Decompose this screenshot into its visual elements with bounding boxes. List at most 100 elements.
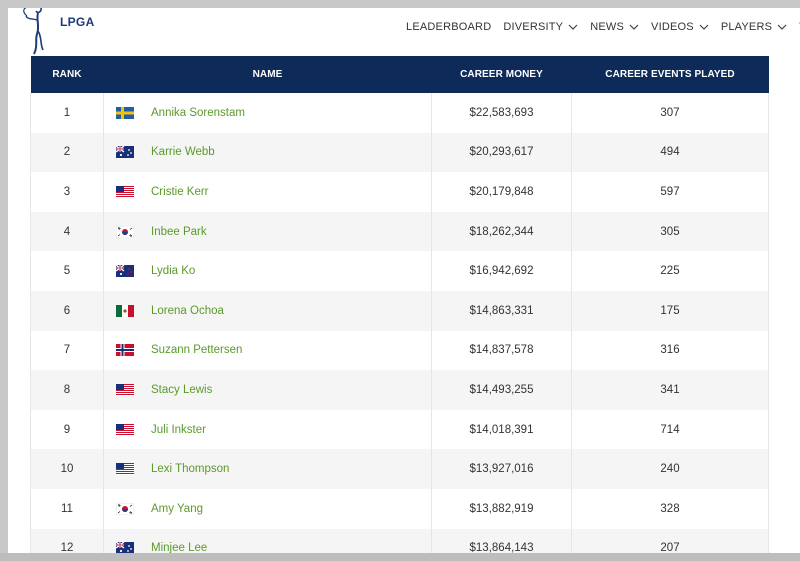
chevron-down-icon — [568, 24, 578, 30]
rank-cell: 4 — [30, 211, 104, 252]
career-events-cell: 328 — [571, 488, 769, 529]
career-money-cell: $14,493,255 — [431, 370, 572, 410]
table-row: 5 Lydia Ko $16,942,692 225 — [30, 251, 769, 291]
golfer-silhouette-icon — [23, 8, 44, 55]
table-row: 10 Lexi Thompson $13,927,016 240 — [30, 449, 769, 489]
player-name-link[interactable]: Lexi Thompson — [151, 463, 230, 476]
career-money-cell: $20,179,848 — [431, 172, 572, 212]
money-column-header[interactable]: CAREER MONEY — [431, 56, 572, 93]
player-name-wrap: Lydia Ko — [104, 265, 431, 278]
nav-item-players[interactable]: PLAYERS — [721, 21, 787, 33]
rank-cell: 12 — [30, 528, 104, 553]
name-cell: Stacy Lewis — [103, 370, 432, 410]
career-events-cell: 175 — [571, 290, 769, 331]
player-name-wrap: Inbee Park — [104, 225, 431, 238]
chevron-down-icon — [629, 24, 639, 30]
nav-item-diversity[interactable]: DIVERSITY — [503, 21, 578, 33]
career-events-cell: 225 — [571, 251, 769, 291]
rank-cell: 7 — [30, 330, 104, 371]
flag-korea-icon — [116, 225, 134, 238]
career-money-cell: $13,927,016 — [431, 449, 572, 489]
chevron-down-icon — [699, 24, 709, 30]
logo-text: LPGA — [60, 15, 95, 29]
career-events-cell: 714 — [571, 409, 769, 450]
table-row: 11 Amy Yang $13,882,919 328 — [30, 488, 769, 529]
player-name-link[interactable]: Stacy Lewis — [151, 383, 213, 396]
player-name-wrap: Stacy Lewis — [104, 383, 431, 396]
name-cell: Cristie Kerr — [103, 172, 432, 212]
player-name-link[interactable]: Annika Sorenstam — [151, 106, 245, 119]
career-money-cell: $22,583,693 — [431, 93, 572, 133]
table-row: 6 Lorena Ochoa $14,863,331 175 — [30, 290, 769, 331]
table-row: 1 Annika Sorenstam $22,583,693 307 — [30, 93, 769, 133]
career-events-cell: 307 — [571, 93, 769, 133]
name-cell: Lydia Ko — [103, 251, 432, 291]
rank-cell: 9 — [30, 409, 104, 450]
career-events-cell: 316 — [571, 330, 769, 371]
career-money-cell: $14,018,391 — [431, 409, 572, 450]
nav-item-videos[interactable]: VIDEOS — [651, 21, 709, 33]
career-money-cell: $20,293,617 — [431, 132, 572, 173]
player-name-link[interactable]: Lorena Ochoa — [151, 304, 224, 317]
chevron-down-icon — [777, 24, 787, 30]
rank-cell: 2 — [30, 132, 104, 173]
name-cell: Minjee Lee — [103, 528, 432, 553]
player-name-link[interactable]: Cristie Kerr — [151, 185, 209, 198]
player-name-wrap: Lexi Thompson — [104, 463, 431, 476]
player-name-wrap: Cristie Kerr — [104, 185, 431, 198]
name-cell: Karrie Webb — [103, 132, 432, 173]
flag-usa-icon — [116, 185, 134, 198]
browser-viewport: LPGA LEADERBOARD DIVERSITY NEWS VIDEOS PLAYE… — [8, 8, 800, 553]
nav-item-label: NEWS — [590, 21, 625, 33]
table-row: 4 Inbee Park $18,262,344 305 — [30, 211, 769, 252]
table-row: 3 Cristie Kerr $20,179,848 597 — [30, 172, 769, 212]
rank-cell: 1 — [30, 93, 104, 133]
name-cell: Annika Sorenstam — [103, 93, 432, 133]
player-name-wrap: Amy Yang — [104, 502, 431, 515]
career-events-cell: 305 — [571, 211, 769, 252]
name-cell: Lexi Thompson — [103, 449, 432, 489]
career-events-cell: 341 — [571, 370, 769, 410]
table-row: 8 Stacy Lewis $14,493,255 341 — [30, 370, 769, 410]
career-money-cell: $13,864,143 — [431, 528, 572, 553]
player-name-link[interactable]: Lydia Ko — [151, 265, 196, 278]
name-column-header[interactable]: NAME — [103, 56, 432, 93]
table-body: 1 Annika Sorenstam $22,583,693 307 2 Kar… — [30, 93, 769, 553]
table-row: 9 Juli Inkster $14,018,391 714 — [30, 409, 769, 450]
career-events-cell: 240 — [571, 449, 769, 489]
lpga-logo[interactable]: LPGA — [20, 8, 94, 55]
rank-cell: 6 — [30, 290, 104, 331]
player-name-link[interactable]: Suzann Pettersen — [151, 344, 243, 357]
rank-cell: 3 — [30, 172, 104, 212]
table-row: 2 Karrie Webb $20,293,617 494 — [30, 132, 769, 173]
flag-mexico-icon — [116, 304, 134, 317]
nav-item-leaderboard[interactable]: LEADERBOARD — [406, 21, 491, 33]
site-header: LPGA LEADERBOARD DIVERSITY NEWS VIDEOS PLAYE… — [8, 8, 800, 55]
rank-column-header[interactable]: RANK — [30, 56, 104, 93]
flag-australia-icon — [116, 542, 134, 553]
events-column-header[interactable]: CAREER EVENTS PLAYED — [571, 56, 769, 93]
player-name-link[interactable]: Minjee Lee — [151, 542, 208, 553]
player-name-link[interactable]: Amy Yang — [151, 502, 203, 515]
nav-item-news[interactable]: NEWS — [590, 21, 639, 33]
flag-australia-icon — [116, 146, 134, 159]
player-name-wrap: Karrie Webb — [104, 146, 431, 159]
player-name-link[interactable]: Juli Inkster — [151, 423, 206, 436]
rank-cell: 10 — [30, 449, 104, 489]
player-name-link[interactable]: Inbee Park — [151, 225, 207, 238]
nav-item-label: LEADERBOARD — [406, 21, 492, 33]
name-cell: Amy Yang — [103, 488, 432, 529]
career-money-cell: $13,882,919 — [431, 488, 572, 529]
player-name-wrap: Suzann Pettersen — [104, 344, 431, 357]
table-row: 7 Suzann Pettersen $14,837,578 316 — [30, 330, 769, 371]
career-money-table: RANK NAME CAREER MONEY CAREER EVENTS PLA… — [30, 56, 769, 553]
rank-cell: 11 — [30, 488, 104, 529]
player-name-link[interactable]: Karrie Webb — [151, 146, 215, 159]
nav-item-label: VIDEOS — [651, 21, 694, 33]
main-nav: LEADERBOARDDIVERSITYNEWSVIDEOSPLAYERSTOU… — [406, 21, 800, 33]
rank-cell: 5 — [30, 251, 104, 291]
career-events-cell: 597 — [571, 172, 769, 212]
player-name-wrap: Juli Inkster — [104, 423, 431, 436]
name-cell: Juli Inkster — [103, 409, 432, 450]
nav-item-label: PLAYERS — [720, 21, 773, 33]
